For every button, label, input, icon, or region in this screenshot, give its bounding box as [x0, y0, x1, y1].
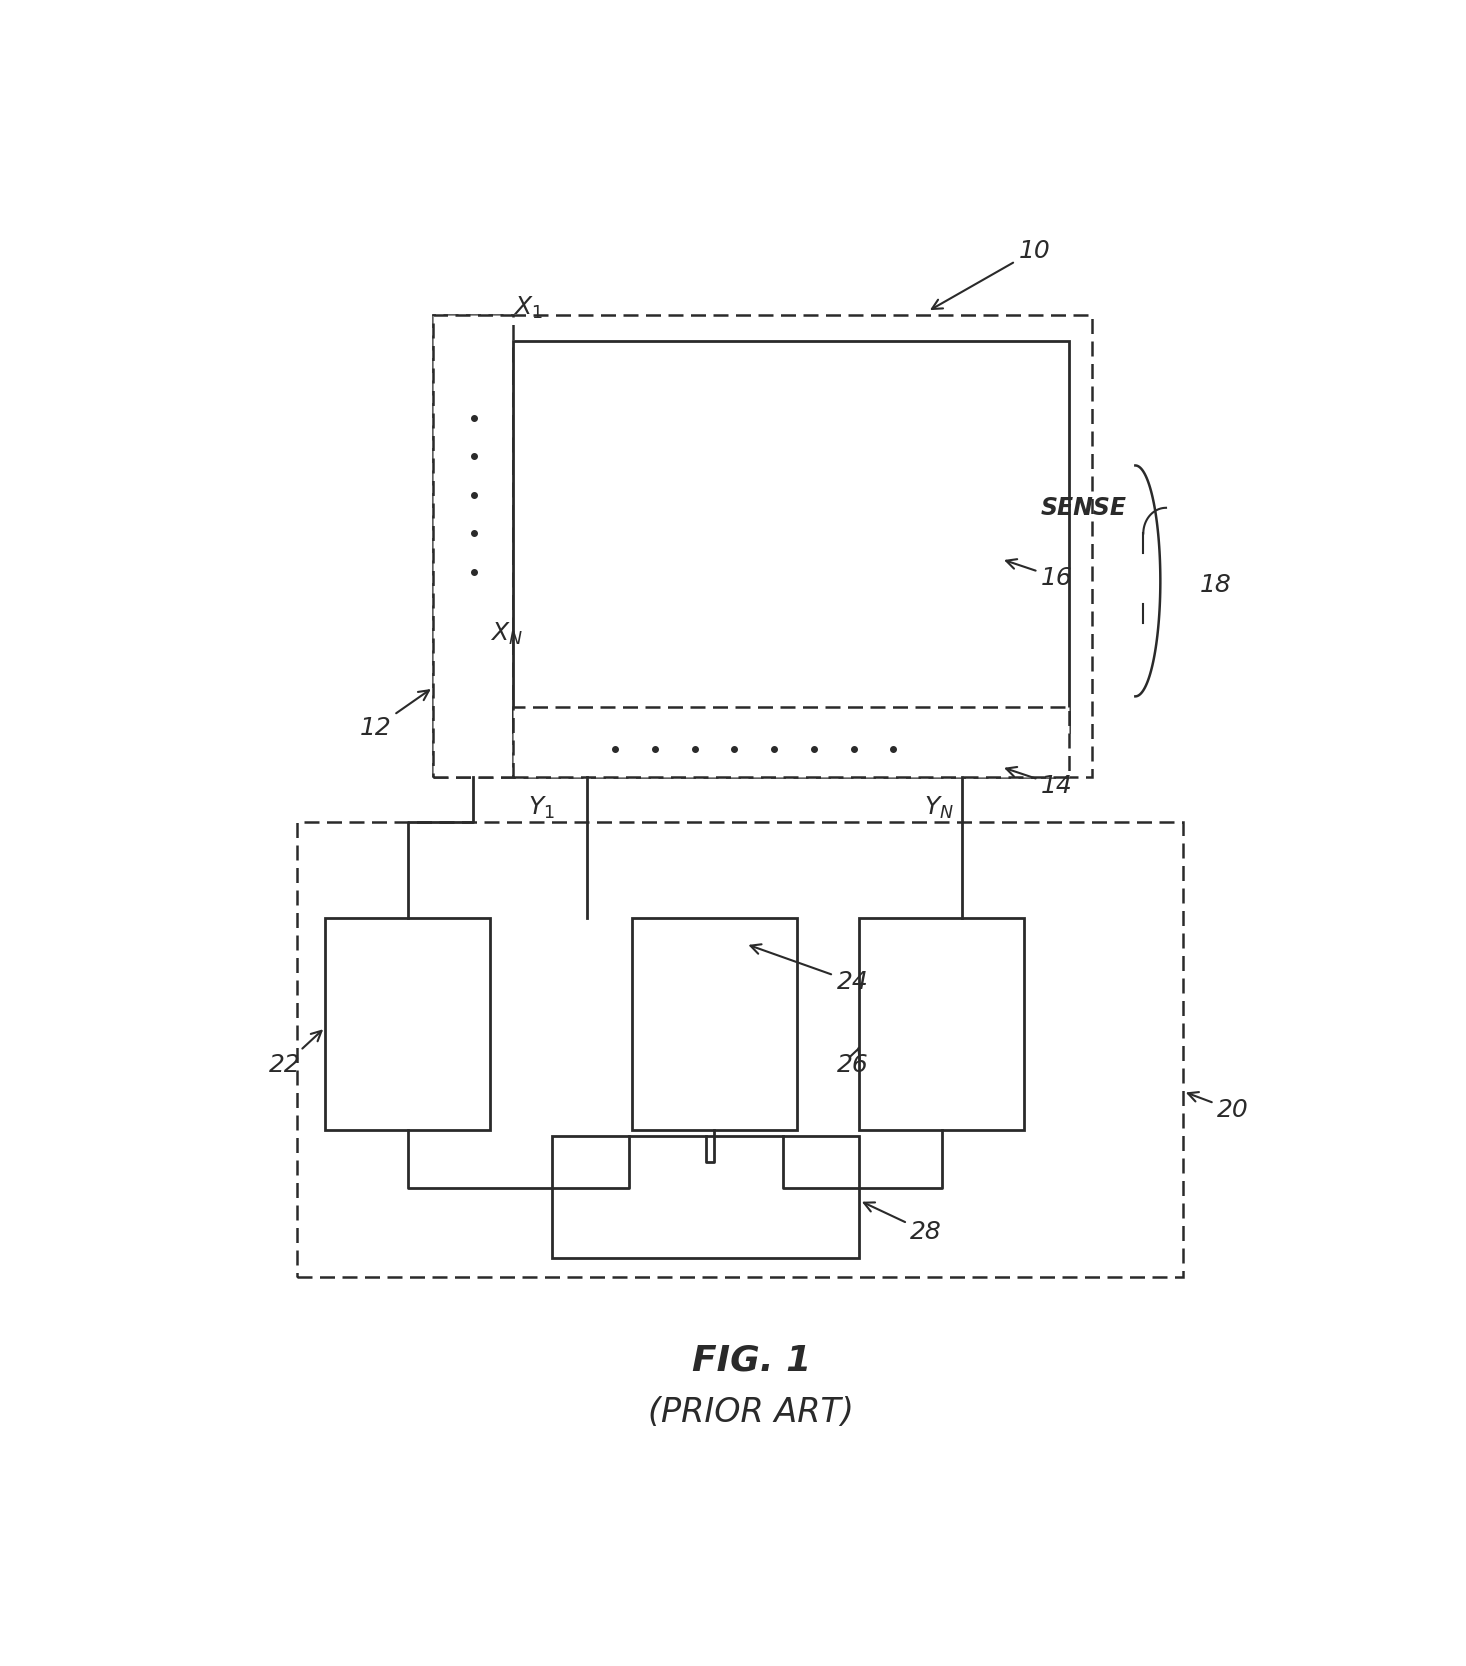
- Text: $Y_N$: $Y_N$: [924, 795, 954, 821]
- Text: 14: 14: [1006, 766, 1073, 798]
- Bar: [859, 918, 1025, 1130]
- Bar: [513, 706, 1070, 776]
- Text: 10: 10: [932, 238, 1050, 308]
- Text: 22: 22: [268, 1031, 321, 1078]
- Text: 24: 24: [751, 945, 868, 995]
- Text: 16: 16: [1006, 560, 1073, 590]
- Text: $X_N$: $X_N$: [490, 620, 523, 646]
- Bar: [513, 342, 1070, 733]
- Text: FIG. 1: FIG. 1: [692, 1344, 811, 1378]
- Bar: [434, 315, 1092, 776]
- Text: 20: 20: [1187, 1093, 1249, 1123]
- Text: SENSE: SENSE: [1041, 496, 1127, 520]
- Text: (PRIOR ART): (PRIOR ART): [648, 1396, 855, 1429]
- Bar: [296, 821, 1183, 1278]
- Bar: [434, 315, 513, 776]
- Text: 12: 12: [359, 690, 430, 740]
- Text: 18: 18: [1201, 573, 1231, 596]
- Bar: [632, 918, 798, 1130]
- Bar: [325, 918, 490, 1130]
- Text: 26: 26: [837, 1048, 868, 1078]
- Text: $Y_1$: $Y_1$: [528, 795, 554, 821]
- Bar: [553, 1136, 859, 1258]
- Text: 28: 28: [863, 1203, 943, 1245]
- Text: $X_1$: $X_1$: [513, 295, 542, 322]
